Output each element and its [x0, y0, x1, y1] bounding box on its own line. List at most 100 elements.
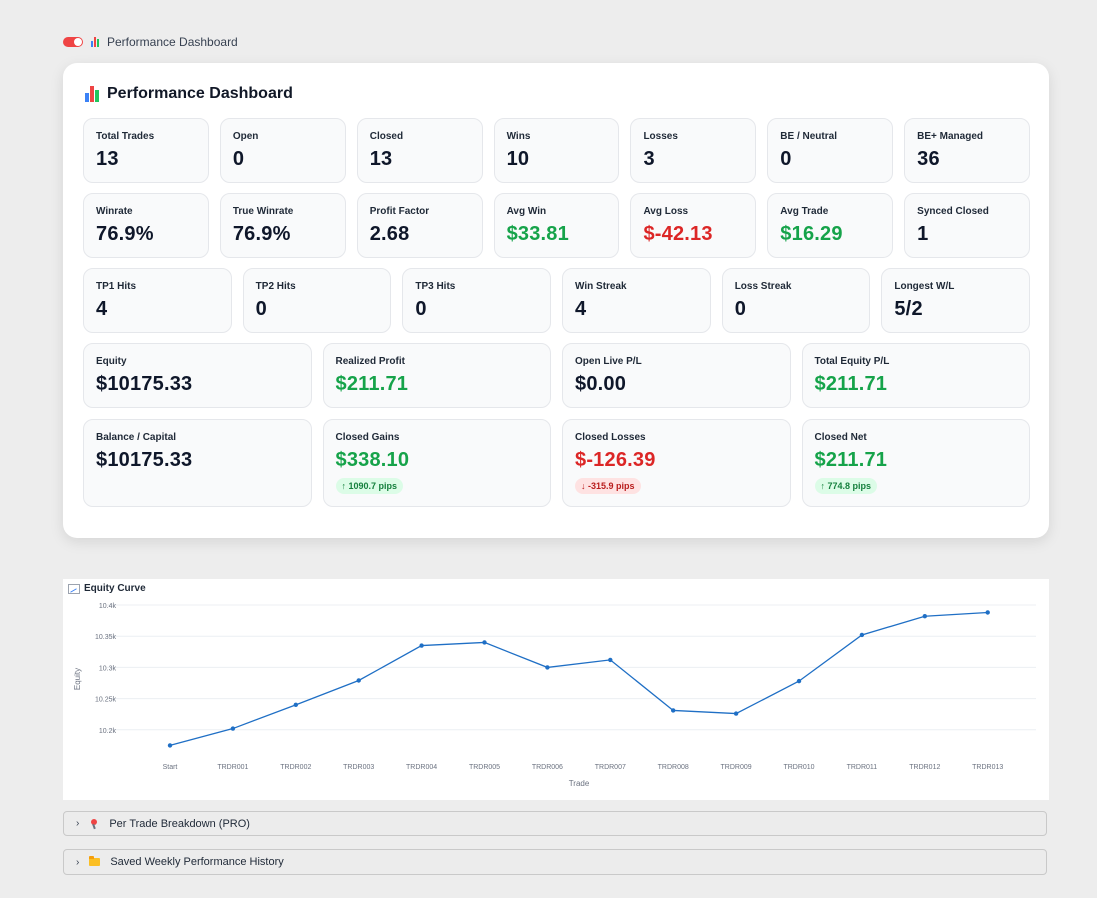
- stat-label: Avg Trade: [780, 206, 829, 217]
- stat-label: Equity: [96, 356, 127, 367]
- stat-card: Closed Net $211.71 ↑ 774.8 pips: [801, 419, 1030, 507]
- stat-label: Closed Losses: [575, 432, 646, 443]
- performance-panel: Performance Dashboard Total Trades 13 Open…: [63, 63, 1049, 538]
- pin-icon: [89, 818, 99, 829]
- data-point: [167, 743, 173, 748]
- stat-value: $211.71: [814, 449, 888, 471]
- stat-value: $211.71: [814, 373, 888, 395]
- stat-label: Realized Profit: [335, 356, 405, 367]
- x-tick-label: TRDR010: [783, 764, 814, 771]
- stat-card: Realized Profit $211.71: [322, 343, 551, 408]
- stat-value: 1: [917, 223, 929, 245]
- toggle-label: Performance Dashboard: [107, 35, 238, 49]
- data-point: [419, 643, 424, 648]
- data-point: [608, 657, 613, 663]
- y-tick-label: 10.25k: [95, 697, 117, 704]
- stat-value: $10175.33: [96, 449, 193, 471]
- stat-label: Open Live P/L: [575, 356, 642, 367]
- stat-value: $16.29: [780, 223, 843, 245]
- stat-label: Closed Net: [814, 432, 867, 443]
- x-axis-label: Trade: [569, 779, 590, 788]
- folder-icon: [89, 856, 101, 866]
- stat-label: Wins: [506, 131, 531, 142]
- x-tick-label: Start: [163, 764, 178, 771]
- stat-card: Open 0: [219, 118, 346, 183]
- chevron-right-icon: ›: [76, 856, 80, 868]
- stat-value: $-42.13: [643, 223, 713, 245]
- stat-value: $33.81: [506, 223, 569, 245]
- stat-label: Synced Closed: [917, 206, 989, 217]
- stat-label: Closed Gains: [335, 432, 400, 443]
- x-tick-label: TRDR006: [532, 764, 563, 771]
- x-tick-label: TRDR002: [280, 764, 311, 771]
- stat-value: $-126.39: [575, 449, 656, 471]
- data-point: [482, 640, 487, 645]
- stat-card: BE+ Managed 36: [904, 118, 1031, 183]
- x-tick-label: TRDR007: [595, 764, 626, 771]
- data-point: [985, 610, 990, 615]
- stat-label: Profit Factor: [369, 206, 430, 217]
- stats-row: Equity $10175.33 Realized Profit $211.71 Ope…: [83, 343, 1030, 408]
- data-point: [230, 726, 236, 731]
- x-tick-label: TRDR009: [721, 764, 752, 771]
- stat-label: True Winrate: [232, 206, 294, 217]
- stat-label: Closed: [369, 131, 404, 142]
- data-point: [671, 708, 676, 713]
- stat-card: Open Live P/L $0.00: [562, 343, 791, 408]
- stat-card: Closed Gains $338.10 ↑ 1090.7 pips: [322, 419, 551, 507]
- stat-card: Winrate 76.9%: [83, 193, 209, 258]
- stat-value: 0: [734, 298, 747, 320]
- stat-card: Loss Streak 0: [721, 268, 871, 333]
- stat-card: Closed Losses $-126.39 ↓ -315.9 pips: [562, 419, 791, 507]
- stat-card: BE / Neutral 0: [767, 118, 894, 183]
- y-tick-label: 10.3k: [99, 665, 117, 672]
- stat-card: Profit Factor 2.68: [356, 193, 483, 258]
- equity-curve-chart: Equity Curve 10.2k 10.25k 10.3k 10.35k 10.4k…: [63, 579, 1049, 800]
- stat-card: TP3 Hits 0: [402, 268, 552, 333]
- stats-row: Balance / Capital $10175.33 Closed Gains $3…: [83, 419, 1030, 507]
- stat-card: Avg Trade $16.29: [767, 193, 894, 258]
- toggle-switch[interactable]: [63, 37, 83, 47]
- stat-card: Avg Loss $-42.13: [630, 193, 757, 258]
- stat-value: 0: [255, 298, 267, 320]
- chevron-right-icon: ›: [76, 818, 80, 829]
- equity-line: [169, 611, 988, 747]
- x-tick-label: TRDR004: [406, 764, 437, 771]
- y-tick-label: 10.2k: [99, 728, 117, 735]
- accordion-label: Per Trade Breakdown (PRO): [109, 817, 250, 830]
- stat-label: Balance / Capital: [96, 432, 177, 443]
- stat-card: TP2 Hits 0: [242, 268, 392, 333]
- stat-card: Total Equity P/L $211.71: [801, 343, 1030, 408]
- x-tick-label: TRDR003: [343, 764, 374, 771]
- stat-label: Win Streak: [575, 281, 627, 292]
- stat-value: 36: [917, 148, 940, 170]
- stat-label: Total Trades: [96, 131, 155, 142]
- pips-badge: ↓ -315.9 pips: [575, 478, 641, 494]
- stat-value: 10: [506, 148, 530, 170]
- stat-value: 2.68: [369, 223, 410, 245]
- data-point: [796, 678, 802, 684]
- x-tick-label: TRDR001: [217, 764, 248, 771]
- stat-value: 4: [96, 298, 108, 320]
- stat-value: 3: [643, 148, 655, 170]
- stat-card: Closed 13: [356, 118, 483, 183]
- stat-card: Win Streak 4: [562, 268, 711, 333]
- stat-value: 4: [575, 298, 587, 320]
- data-point: [733, 711, 739, 716]
- stats-row: Winrate 76.9% True Winrate 76.9% Profit Fact…: [83, 193, 1031, 258]
- stat-label: Open: [232, 131, 259, 142]
- y-tick-label: 10.35k: [95, 634, 117, 641]
- stat-card: Longest W/L 5/2: [881, 268, 1031, 333]
- bar-chart-icon: [85, 86, 99, 102]
- line-chart-icon: [68, 583, 80, 594]
- stat-label: TP2 Hits: [255, 281, 296, 292]
- y-tick-label: 10.4k: [99, 603, 117, 610]
- x-tick-label: TRDR011: [847, 764, 878, 771]
- stat-card: Wins 10: [493, 118, 620, 183]
- stat-value: $10175.33: [96, 373, 193, 395]
- dashboard-toggle-row[interactable]: Performance Dashboard: [63, 35, 238, 49]
- data-point: [356, 678, 361, 683]
- saved-weekly-history-accordion[interactable]: › Saved Weekly Performance History: [63, 849, 1047, 875]
- x-tick-label: TRDR005: [469, 764, 500, 771]
- per-trade-breakdown-accordion[interactable]: › Per Trade Breakdown (PRO): [63, 811, 1047, 836]
